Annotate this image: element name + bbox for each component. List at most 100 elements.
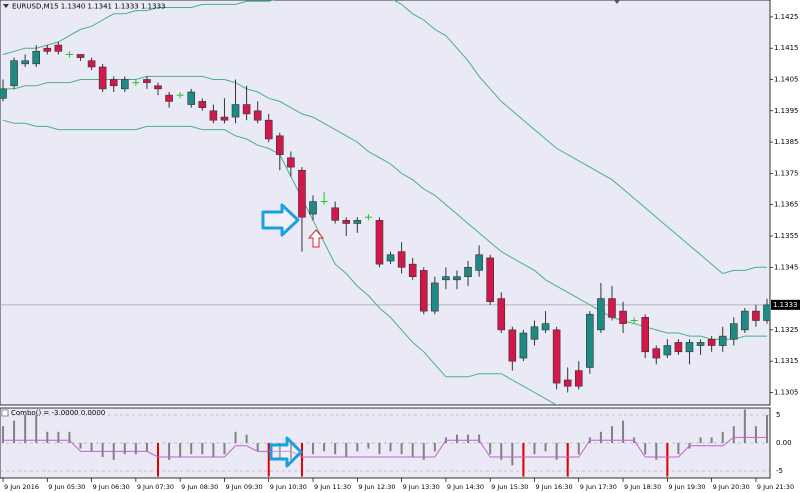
y-tick-label: 1.1405 bbox=[774, 75, 799, 83]
bull-candle bbox=[0, 88, 7, 99]
red-arrow bbox=[307, 229, 325, 248]
bull-candle bbox=[431, 282, 439, 312]
sub-y-tick-label: -5 bbox=[776, 467, 783, 475]
axes-layer: 1.1425 1.1415 1.1405 1.1395 1.1385 1.1375 1.13… bbox=[2, 13, 800, 491]
bear-candle bbox=[619, 310, 627, 324]
x-tick-label: 9 Jun 14:30 bbox=[447, 483, 484, 491]
bull-candle bbox=[187, 91, 196, 105]
bull-candle bbox=[386, 254, 395, 262]
y-tick-label: 1.1365 bbox=[774, 201, 799, 209]
bear-candle bbox=[419, 270, 428, 312]
indicator-icon[interactable] bbox=[1, 409, 9, 417]
bear-candle bbox=[264, 119, 273, 140]
bull-candle bbox=[696, 342, 705, 346]
x-tick-label: 9 Jun 11:30 bbox=[314, 483, 351, 491]
bear-candle bbox=[109, 79, 118, 87]
bear-candle bbox=[752, 310, 760, 321]
bull-candle bbox=[519, 332, 528, 359]
x-tick-label: 9 Jun 06:30 bbox=[93, 483, 130, 491]
bull-candle bbox=[120, 79, 129, 90]
bull-candle bbox=[718, 335, 727, 346]
bear-candle bbox=[198, 101, 207, 108]
y-tick-label: 1.1415 bbox=[774, 44, 799, 52]
bull-candle bbox=[685, 342, 694, 353]
x-tick-label: 9 Jun 08:30 bbox=[181, 483, 218, 491]
y-tick-label: 1.1395 bbox=[774, 107, 799, 115]
bear-candle bbox=[165, 94, 173, 102]
bear-candle bbox=[54, 44, 63, 52]
bear-candle bbox=[641, 317, 650, 353]
bear-candle bbox=[76, 54, 85, 58]
shift-marker[interactable] bbox=[614, 0, 620, 4]
bull-candle bbox=[453, 276, 461, 281]
bull-candle bbox=[353, 220, 362, 224]
bear-candle bbox=[209, 110, 218, 121]
bull-candle bbox=[32, 51, 41, 65]
bull-candle bbox=[231, 104, 240, 118]
y-tick-label: 1.1355 bbox=[774, 232, 799, 240]
y-tick-label: 1.1345 bbox=[774, 263, 799, 271]
x-tick-label: 9 Jun 2016 bbox=[4, 483, 39, 491]
y-tick-label: 1.1305 bbox=[774, 388, 799, 396]
header-value: 1.1333 bbox=[141, 3, 166, 11]
y-tick-label: 1.1325 bbox=[774, 326, 799, 334]
x-tick-label: 9 Jun 16:30 bbox=[535, 483, 572, 491]
y-tick-label: 1.1375 bbox=[774, 169, 799, 177]
bull-candle bbox=[729, 323, 738, 340]
bull-candle bbox=[309, 201, 317, 215]
y-tick-label: 1.1425 bbox=[774, 13, 799, 21]
bull-candle bbox=[597, 298, 605, 331]
x-tick-label: 9 Jun 12:30 bbox=[358, 483, 395, 491]
bull-candle bbox=[442, 276, 450, 281]
header-value: 1.1340 bbox=[61, 3, 86, 11]
y-tick-label: 1.1385 bbox=[774, 138, 799, 146]
bear-candle bbox=[552, 329, 561, 384]
sub-layer bbox=[0, 409, 770, 477]
sub-y-tick-label: 0.00 bbox=[776, 439, 792, 447]
x-tick-label: 9 Jun 18:30 bbox=[624, 483, 661, 491]
bull-candle bbox=[530, 326, 539, 340]
bear-candle bbox=[397, 251, 406, 268]
x-tick-label: 9 Jun 15:30 bbox=[491, 483, 528, 491]
main-layer bbox=[0, 0, 770, 405]
bear-candle bbox=[574, 370, 583, 387]
bear-candle bbox=[563, 379, 572, 387]
x-tick-label: 9 Jun 20:30 bbox=[713, 483, 750, 491]
bollinger-band bbox=[2, 0, 767, 275]
bear-candle bbox=[253, 110, 262, 121]
x-tick-label: 9 Jun 09:30 bbox=[225, 483, 262, 491]
bull-candle bbox=[763, 304, 770, 321]
bear-candle bbox=[43, 47, 52, 52]
blue-arrow bbox=[261, 203, 300, 237]
bear-candle bbox=[298, 169, 306, 218]
indicator-label: Combo() = -3.0000 0.0000 bbox=[11, 409, 105, 417]
bear-candle bbox=[143, 79, 151, 83]
current-price-label: 1.1333 bbox=[773, 301, 798, 309]
x-tick-label: 9 Jun 13:30 bbox=[403, 483, 440, 491]
symbol: EURUSD,M15 bbox=[12, 3, 59, 11]
menu-icon[interactable] bbox=[3, 4, 9, 8]
bear-candle bbox=[486, 257, 494, 303]
bull-candle bbox=[741, 310, 749, 331]
x-tick-label: 9 Jun 10:30 bbox=[270, 483, 307, 491]
x-tick-label: 9 Jun 05:30 bbox=[48, 483, 85, 491]
x-tick-label: 9 Jun 17:30 bbox=[580, 483, 617, 491]
current-price-box bbox=[771, 299, 800, 310]
bear-candle bbox=[287, 157, 295, 168]
bear-candle bbox=[276, 135, 284, 155]
bull-candle bbox=[21, 60, 29, 65]
bull-candle bbox=[464, 266, 472, 277]
indicator-line bbox=[3, 436, 767, 458]
bear-candle bbox=[331, 207, 339, 221]
bull-candle bbox=[663, 345, 672, 356]
bear-candle bbox=[220, 116, 229, 121]
bull-candle bbox=[475, 254, 483, 271]
bull-candle bbox=[541, 323, 550, 331]
bollinger-band bbox=[3, 75, 767, 340]
bear-candle bbox=[674, 342, 683, 353]
bear-candle bbox=[608, 298, 616, 318]
x-tick-label: 9 Jun 19:30 bbox=[668, 483, 705, 491]
x-tick-label: 9 Jun 21:30 bbox=[757, 483, 794, 491]
y-tick-label: 1.1315 bbox=[774, 357, 799, 365]
chart-header: EURUSD,M15 1.1340 1.1341 1.1333 1.1333 bbox=[12, 3, 165, 11]
